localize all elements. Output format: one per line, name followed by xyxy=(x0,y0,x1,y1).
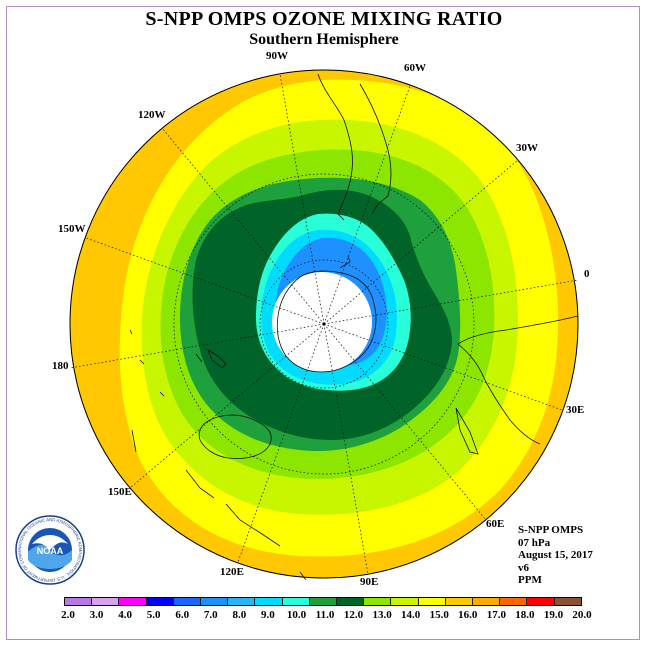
color-bar-label: 19.0 xyxy=(543,609,564,621)
color-bar-label: 16.0 xyxy=(458,609,478,621)
color-bar-swatch xyxy=(173,598,202,605)
lon-label-30e: 30E xyxy=(566,404,585,416)
color-bar-label: 5.0 xyxy=(146,609,161,621)
color-bar-swatch xyxy=(282,598,310,605)
color-bar-swatch xyxy=(119,598,147,605)
info-version: v6 xyxy=(518,561,529,574)
lon-label-120w: 120W xyxy=(138,109,166,121)
info-instrument: S-NPP OMPS xyxy=(518,524,584,536)
color-bar-swatch xyxy=(146,598,174,605)
noaa-logo: NATIONAL OCEANIC AND ATMOSPHERIC ADMINIS… xyxy=(14,514,85,585)
lat-circle-60 xyxy=(259,259,389,389)
lon-label-150w: 150W xyxy=(58,223,86,235)
lon-label-0: 0 xyxy=(584,268,590,280)
product-info: S-NPP OMPS 07 hPa August 15, 2017 v6 PPM xyxy=(518,524,593,587)
meridian-0 xyxy=(323,279,579,325)
map-title: S-NPP OMPS OZONE MIXING RATIO xyxy=(145,8,503,30)
meridian-120e xyxy=(237,323,325,563)
color-bar-label: 17.0 xyxy=(486,609,506,621)
lon-label-30w: 30W xyxy=(516,142,538,154)
map-border xyxy=(69,69,579,579)
color-bar xyxy=(64,597,582,606)
lon-label-180: 180 xyxy=(52,360,69,372)
color-bar-label: 6.0 xyxy=(175,609,190,621)
info-level: 07 hPa xyxy=(518,536,551,549)
color-bar-label: 2.0 xyxy=(61,609,75,621)
color-bar-swatch xyxy=(228,598,256,605)
africa-coast xyxy=(457,315,579,445)
color-bar-label: 20.0 xyxy=(572,609,592,621)
new-zealand-coast xyxy=(195,349,227,369)
lon-label-60w: 60W xyxy=(404,62,426,74)
color-bar-swatch xyxy=(473,598,501,605)
meridian-30e xyxy=(323,323,563,411)
map-subtitle: Southern Hemisphere xyxy=(249,31,399,48)
south-pole-marker xyxy=(322,322,326,326)
color-bar-swatch xyxy=(309,598,338,605)
color-bar-label: 9.0 xyxy=(261,609,275,621)
color-bar-swatch xyxy=(445,598,474,605)
color-bar-swatch xyxy=(391,598,419,605)
lon-label-150e: 150E xyxy=(108,486,132,498)
color-bar-swatch xyxy=(201,598,229,605)
color-bar-swatch xyxy=(92,598,120,605)
meridian-90e xyxy=(323,323,369,575)
color-bar-label: 7.0 xyxy=(203,609,218,621)
color-bar-label: 8.0 xyxy=(232,609,247,621)
color-bar-label: 14.0 xyxy=(401,609,421,621)
antarctica-coast xyxy=(276,255,377,373)
color-bar-swatch xyxy=(418,598,446,605)
color-bar-label: 11.0 xyxy=(315,609,335,621)
meridian-60w xyxy=(323,85,411,325)
color-bar-swatch xyxy=(364,598,392,605)
info-date: August 15, 2017 xyxy=(518,549,593,561)
color-bar-swatch xyxy=(337,598,365,605)
meridian-150w xyxy=(85,237,325,325)
lon-label-90w: 90W xyxy=(266,50,288,62)
islands-south xyxy=(185,469,307,581)
color-bar-label: 4.0 xyxy=(118,609,132,621)
meridian-180 xyxy=(69,323,325,369)
south-america-coast xyxy=(317,73,392,221)
meridian-120w xyxy=(161,127,325,325)
color-bar-swatch xyxy=(65,598,93,605)
color-bar-label: 3.0 xyxy=(89,609,104,621)
meridian-90w xyxy=(279,73,325,325)
madagascar-coast xyxy=(455,407,479,455)
logo-text: NOAA xyxy=(37,546,64,556)
color-bar-labels: 2.0 3.0 4.0 5.0 6.0 7.0 8.0 9.0 10.0 11.0 12.0 13.0… xyxy=(0,609,648,623)
lat-circle-30 xyxy=(173,173,475,475)
color-bar-swatch xyxy=(255,598,283,605)
meridian-150e xyxy=(129,323,325,489)
color-bar-swatch xyxy=(500,598,528,605)
lon-label-120e: 120E xyxy=(220,566,244,578)
color-bar-label: 12.0 xyxy=(343,609,364,621)
color-bar-label: 10.0 xyxy=(286,609,307,621)
meridian-60e xyxy=(323,323,487,521)
info-units: PPM xyxy=(518,574,542,586)
color-bar-label: 18.0 xyxy=(515,609,535,621)
color-bar-swatch xyxy=(554,598,581,605)
color-bar-label: 13.0 xyxy=(372,609,392,621)
meridian-30w xyxy=(323,159,519,325)
color-bar-swatch xyxy=(527,598,555,605)
color-bar-label: 15.0 xyxy=(429,609,449,621)
map-frame xyxy=(6,6,640,640)
lon-label-60e: 60E xyxy=(486,518,505,530)
islands-west xyxy=(129,329,165,453)
lon-label-90e: 90E xyxy=(360,576,379,588)
